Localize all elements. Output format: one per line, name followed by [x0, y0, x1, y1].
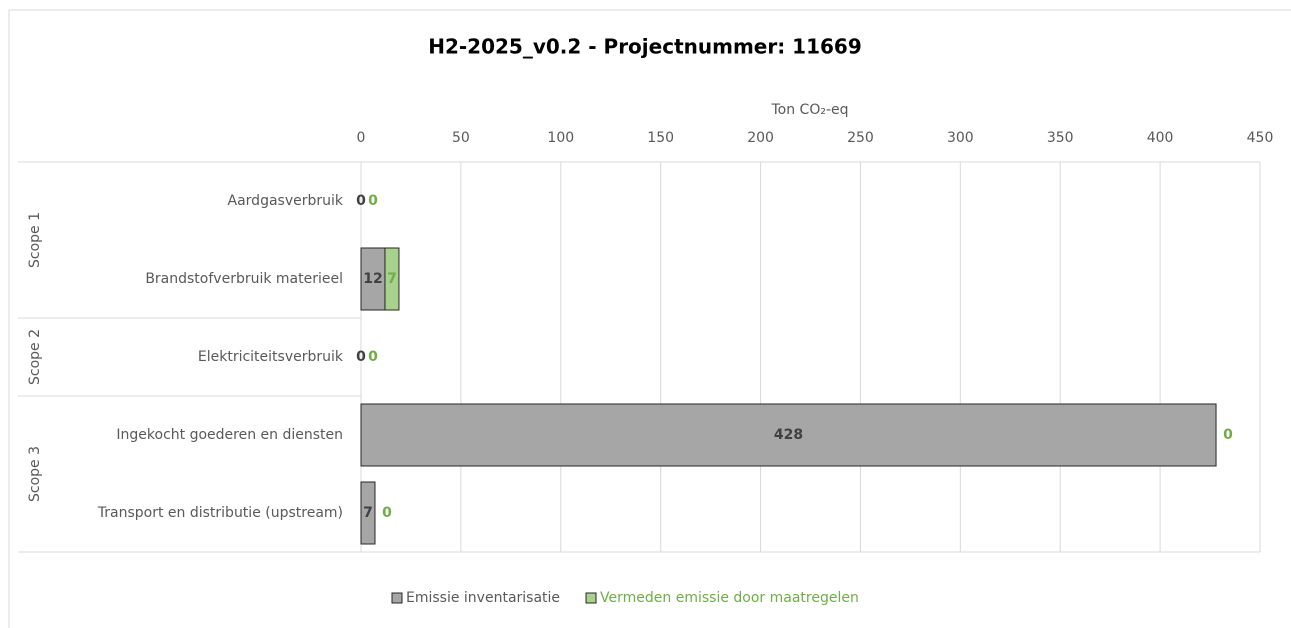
data-label: 0: [356, 193, 366, 209]
x-tick-label: 450: [1247, 130, 1274, 146]
data-label: 428: [774, 427, 803, 443]
data-label: 0: [356, 349, 366, 365]
data-label: 0: [382, 505, 392, 521]
x-tick-label: 100: [547, 130, 574, 146]
legend-label: Vermeden emissie door maatregelen: [600, 590, 859, 606]
bar: [384, 247, 400, 311]
y-tick-label: Brandstofverbruik materieel: [145, 271, 343, 287]
y-tick-label: Ingekocht goederen en diensten: [116, 427, 343, 443]
group-label: Scope 2: [27, 329, 43, 385]
x-tick-label: 350: [1047, 130, 1074, 146]
x-tick-label: 300: [947, 130, 974, 146]
legend-swatch: [585, 592, 597, 604]
data-label: 7: [387, 271, 397, 287]
y-tick-label: Elektriciteitsverbruik: [198, 349, 344, 365]
x-tick-label: 50: [452, 130, 470, 146]
legend-swatch: [391, 592, 403, 604]
y-tick-label: Aardgasverbruik: [228, 193, 344, 209]
x-tick-label: 250: [847, 130, 874, 146]
data-label: 7: [363, 505, 373, 521]
data-label: 0: [1223, 427, 1233, 443]
x-tick-label: 150: [647, 130, 674, 146]
data-label: 0: [368, 193, 378, 209]
chart-title: H2-2025_v0.2 - Projectnummer: 11669: [428, 35, 862, 59]
bar: [360, 481, 376, 545]
x-tick-label: 400: [1147, 130, 1174, 146]
axis-title: Ton CO₂-eq: [770, 102, 848, 118]
group-label: Scope 3: [27, 446, 43, 502]
x-tick-label: 0: [357, 130, 366, 146]
x-tick-label: 200: [747, 130, 774, 146]
group-label: Scope 1: [27, 212, 43, 268]
y-tick-label: Transport en distributie (upstream): [97, 505, 343, 521]
data-label: 0: [368, 349, 378, 365]
legend-label: Emissie inventarisatie: [406, 590, 560, 606]
bar: [360, 403, 1217, 467]
data-label: 12: [363, 271, 382, 287]
